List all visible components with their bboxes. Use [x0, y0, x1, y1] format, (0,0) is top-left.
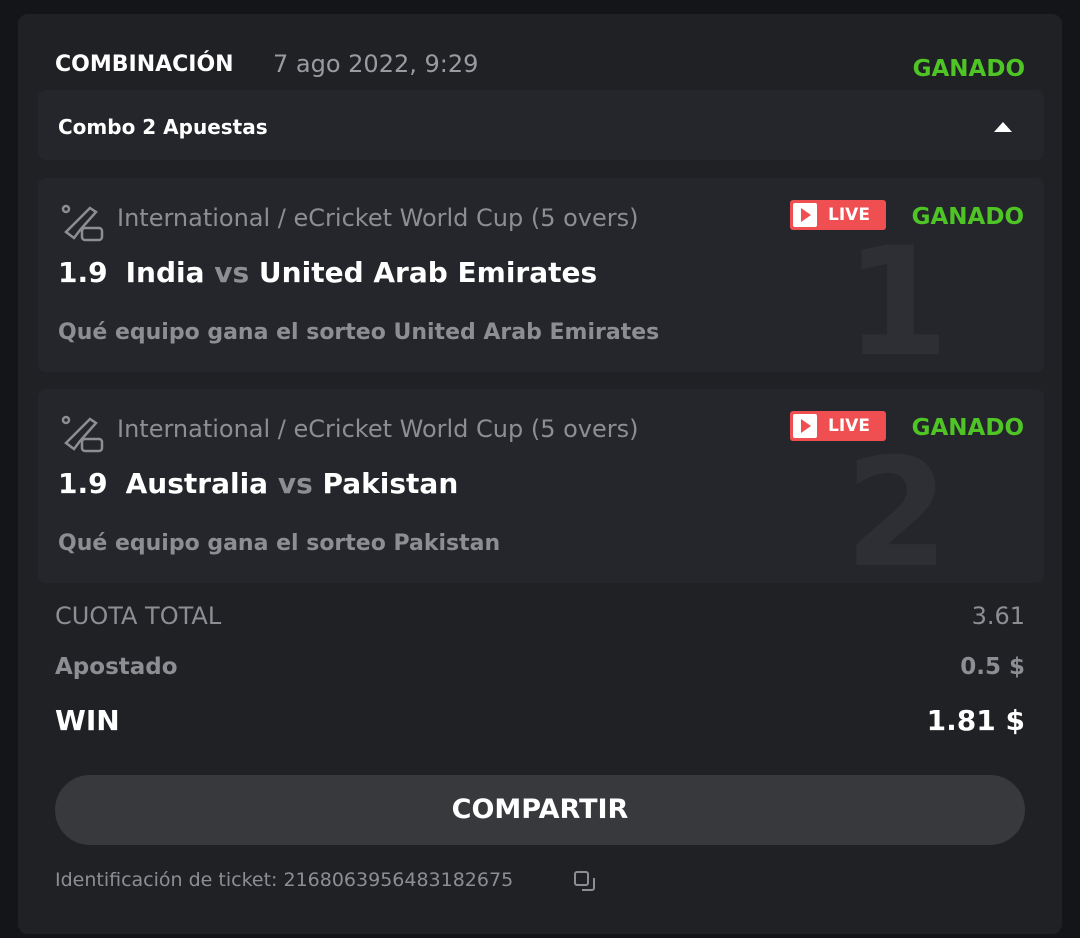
bet-date: 7 ago 2022, 9:29: [273, 50, 479, 78]
vs: vs: [277, 467, 313, 500]
share-button[interactable]: COMPARTIR: [55, 775, 1025, 845]
copy-icon[interactable]: [573, 870, 597, 894]
bet-card: COMBINACIÓN 7 ago 2022, 9:29 GANADO Comb…: [18, 14, 1062, 934]
live-label: LIVE: [828, 416, 870, 436]
odd: 1.9: [58, 467, 108, 500]
bet-item: 1 International / eCricket World Cup (5 …: [38, 178, 1044, 372]
pick: Qué equipo gana el sorteo United Arab Em…: [58, 320, 660, 345]
live-label: LIVE: [828, 205, 870, 225]
bet-item: 2 International / eCricket World Cup (5 …: [38, 389, 1044, 583]
bet-type: COMBINACIÓN: [55, 52, 234, 77]
live-badge: LIVE: [790, 411, 886, 441]
match: 1.9 India vs United Arab Emirates: [58, 256, 597, 289]
pick: Qué equipo gana el sorteo Pakistan: [58, 531, 501, 556]
bet-status: GANADO: [911, 415, 1024, 441]
bet-number: 1: [844, 216, 949, 372]
header: COMBINACIÓN 7 ago 2022, 9:29 GANADO: [55, 50, 1025, 90]
total-odds-label: CUOTA TOTAL: [55, 602, 222, 630]
combo-toggle[interactable]: Combo 2 Apuestas: [38, 90, 1044, 160]
ticket-id: Identificación de ticket: 21680639564831…: [55, 869, 514, 891]
total-odds-value: 3.61: [971, 602, 1025, 630]
away-team: United Arab Emirates: [258, 256, 598, 289]
live-badge: LIVE: [790, 200, 886, 230]
win-label: WIN: [55, 704, 120, 737]
home-team: India: [125, 256, 205, 289]
bet-number: 2: [844, 427, 949, 583]
league: International / eCricket World Cup (5 ov…: [117, 204, 639, 232]
play-icon: [793, 414, 817, 438]
win-value: 1.81 $: [926, 704, 1025, 737]
home-team: Australia: [125, 467, 269, 500]
play-icon: [793, 203, 817, 227]
match: 1.9 Australia vs Pakistan: [58, 467, 458, 500]
ecricket-icon: [61, 415, 104, 453]
stake-value: 0.5 $: [960, 654, 1025, 680]
ecricket-icon: [61, 204, 104, 242]
bet-status: GANADO: [911, 204, 1024, 230]
status-badge: GANADO: [912, 56, 1025, 82]
caret-up-icon: [994, 122, 1012, 132]
vs: vs: [214, 256, 250, 289]
odd: 1.9: [58, 256, 108, 289]
stake-label: Apostado: [55, 654, 178, 680]
league: International / eCricket World Cup (5 ov…: [117, 415, 639, 443]
combo-label: Combo 2 Apuestas: [58, 115, 268, 139]
away-team: Pakistan: [322, 467, 459, 500]
